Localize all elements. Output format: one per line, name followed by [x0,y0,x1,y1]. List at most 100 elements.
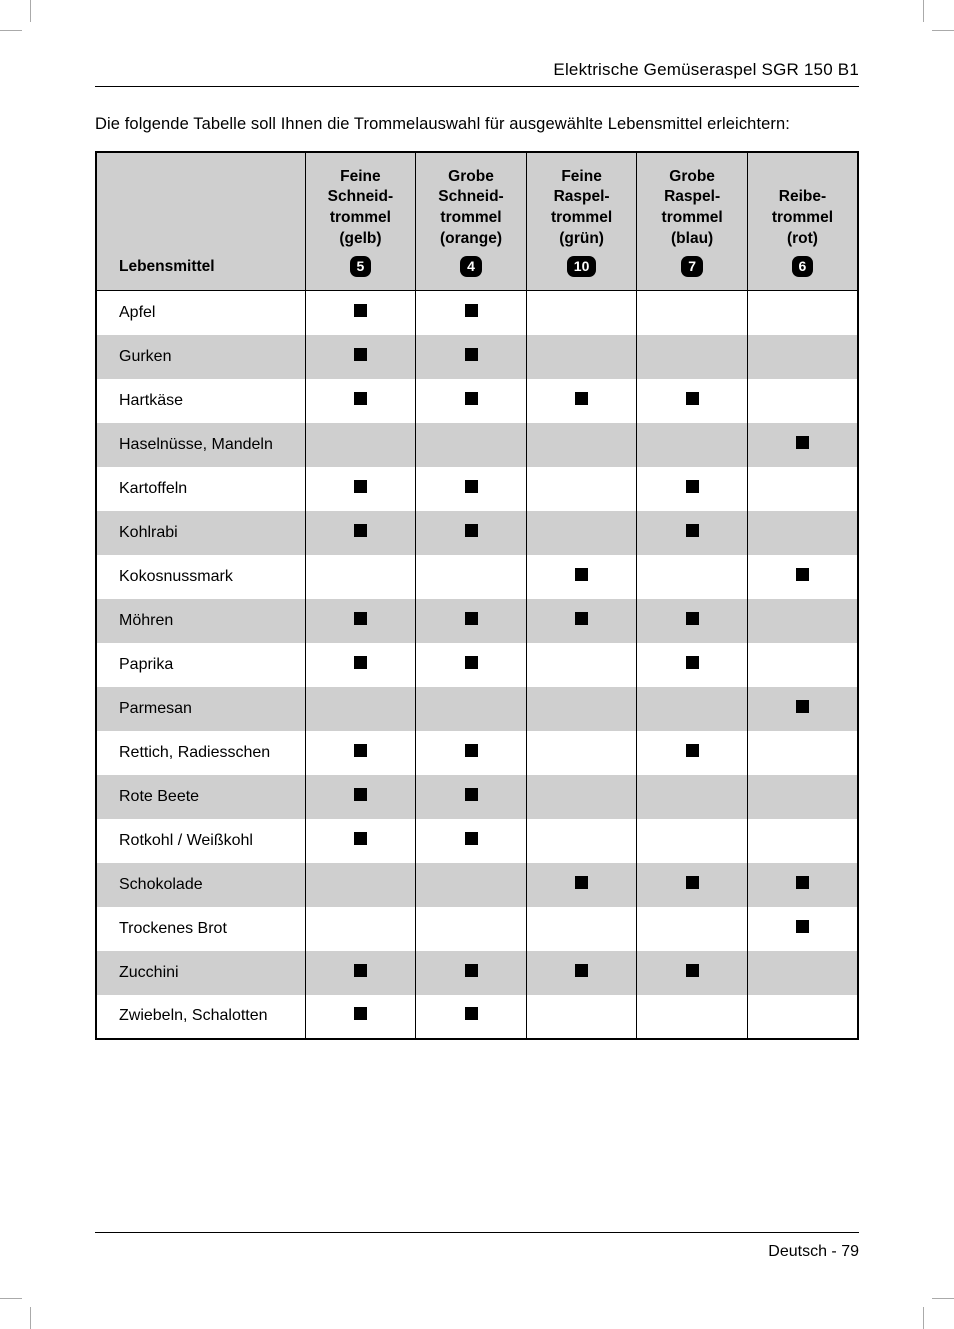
square-marker-icon [686,876,699,889]
mark-cell [637,599,748,643]
square-marker-icon [686,656,699,669]
square-marker-icon [354,612,367,625]
product-title: Elektrische Gemüseraspel SGR 150 B1 [553,60,859,79]
square-marker-icon [465,304,478,317]
square-marker-icon [465,1007,478,1020]
mark-cell [637,423,748,467]
square-marker-icon [354,656,367,669]
mark-cell [747,687,858,731]
mark-cell [416,775,527,819]
food-cell: Kohlrabi [96,511,305,555]
mark-cell [637,291,748,335]
square-marker-icon [686,480,699,493]
drum-number-badge: 4 [460,256,482,277]
mark-cell [526,599,637,643]
mark-cell [305,995,416,1039]
mark-cell [416,291,527,335]
food-cell: Zwiebeln, Schalotten [96,995,305,1039]
mark-cell [305,951,416,995]
mark-cell [637,863,748,907]
square-marker-icon [465,656,478,669]
mark-cell [747,291,858,335]
food-cell: Kartoffeln [96,467,305,511]
crop-mark [932,30,954,31]
mark-cell [526,907,637,951]
mark-cell [416,687,527,731]
table-row: Trockenes Brot [96,907,858,951]
mark-cell [416,863,527,907]
square-marker-icon [354,788,367,801]
crop-mark [0,1298,22,1299]
table-head: LebensmittelFeineSchneid-trommel(gelb)5G… [96,152,858,291]
mark-cell [305,467,416,511]
mark-cell [526,863,637,907]
mark-cell [526,731,637,775]
square-marker-icon [575,964,588,977]
mark-cell [305,775,416,819]
footer-page: 79 [841,1243,859,1260]
food-cell: Möhren [96,599,305,643]
mark-cell [747,423,858,467]
crop-mark [0,30,22,31]
drum-number-badge: 7 [681,256,703,277]
table-row: Paprika [96,643,858,687]
mark-cell [526,335,637,379]
mark-cell [747,995,858,1039]
page: Elektrische Gemüseraspel SGR 150 B1 Die … [0,0,954,1329]
drum-selection-table: LebensmittelFeineSchneid-trommel(gelb)5G… [95,151,859,1040]
mark-cell [305,335,416,379]
mark-cell [526,423,637,467]
mark-cell [305,819,416,863]
drum-number-badge: 5 [350,256,372,277]
mark-cell [637,511,748,555]
intro-text: Die folgende Tabelle soll Ihnen die Trom… [95,115,859,134]
mark-cell [747,863,858,907]
mark-cell [416,643,527,687]
mark-cell [305,291,416,335]
square-marker-icon [686,964,699,977]
mark-cell [416,995,527,1039]
square-marker-icon [686,524,699,537]
square-marker-icon [796,876,809,889]
mark-cell [416,335,527,379]
square-marker-icon [796,436,809,449]
square-marker-icon [354,392,367,405]
mark-cell [526,291,637,335]
square-marker-icon [465,480,478,493]
table-row: Gurken [96,335,858,379]
mark-cell [747,731,858,775]
mark-cell [637,907,748,951]
mark-cell [637,775,748,819]
table-row: Apfel [96,291,858,335]
mark-cell [416,511,527,555]
footer-lang: Deutsch [768,1243,827,1260]
square-marker-icon [354,1007,367,1020]
mark-cell [526,951,637,995]
drum-number-badge: 10 [567,256,597,277]
crop-mark [30,0,31,22]
table-row: Rotkohl / Weißkohl [96,819,858,863]
mark-cell [305,423,416,467]
square-marker-icon [465,964,478,977]
square-marker-icon [796,920,809,933]
mark-cell [526,995,637,1039]
mark-cell [747,951,858,995]
square-marker-icon [575,568,588,581]
mark-cell [747,511,858,555]
mark-cell [305,687,416,731]
table-row: Kartoffeln [96,467,858,511]
food-cell: Rotkohl / Weißkohl [96,819,305,863]
mark-cell [637,687,748,731]
food-cell: Rote Beete [96,775,305,819]
food-cell: Gurken [96,335,305,379]
mark-cell [305,907,416,951]
square-marker-icon [465,744,478,757]
page-footer: Deutsch - 79 [95,1232,859,1261]
crop-mark [30,1307,31,1329]
mark-cell [526,687,637,731]
footer-sep: - [827,1243,841,1260]
crop-mark [932,1298,954,1299]
table-row: Haselnüsse, Mandeln [96,423,858,467]
table-row: Zucchini [96,951,858,995]
square-marker-icon [686,612,699,625]
